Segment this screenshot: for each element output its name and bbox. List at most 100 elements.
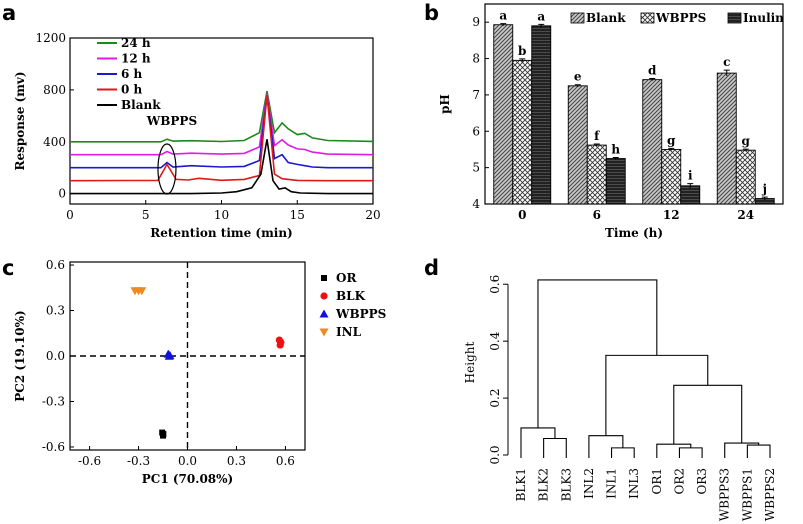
leaf-label: OR3 bbox=[695, 468, 709, 495]
series-line-12h bbox=[70, 93, 374, 156]
dendrogram-chart: 0.0 0.2 0.4 0.6 Height BLK1 BLK2 BLK3 INL2 INL1 IN… bbox=[463, 275, 777, 521]
dendrogram-link bbox=[588, 435, 624, 458]
legend-label: INL bbox=[336, 325, 362, 339]
x-tick-label: 20 bbox=[365, 208, 380, 222]
legend-label: 24 h bbox=[121, 36, 151, 50]
pca-scatter-chart: -0.6 -0.3 0.0 0.3 0.6 -0.6 -0.3 0.0 0.3 0.6 PC1 (7… bbox=[13, 258, 386, 486]
y-tick-label: 0.6 bbox=[488, 275, 502, 294]
legend-label: OR bbox=[336, 271, 357, 285]
leaf-label: INL2 bbox=[582, 468, 596, 499]
error-bar bbox=[687, 183, 694, 188]
bar-blank bbox=[716, 72, 737, 205]
y-axis-label: Response (mv) bbox=[13, 71, 27, 170]
legend-swatch bbox=[570, 12, 585, 24]
dendrogram-link bbox=[520, 427, 556, 458]
x-tick-label: 12 bbox=[663, 208, 680, 222]
ph-bar-chart: 4 5 6 7 8 9 pH Time (h) 0 a b a 6 e fh 12 d g i 24 c g j Blank W… bbox=[438, 3, 784, 240]
dendrogram-link bbox=[673, 384, 743, 445]
x-tick-label: 15 bbox=[290, 208, 305, 222]
point-or bbox=[160, 432, 167, 439]
dendrogram-link bbox=[746, 444, 771, 458]
dendrogram-link bbox=[610, 447, 635, 458]
y-tick-label: 0 bbox=[58, 187, 66, 201]
error-bar bbox=[649, 78, 656, 81]
legend-marker bbox=[320, 292, 328, 300]
error-bar bbox=[538, 23, 545, 28]
x-tick-label: -0.6 bbox=[78, 454, 101, 468]
x-tick-label: 10 bbox=[214, 208, 229, 222]
legend-label: Inulin bbox=[743, 11, 784, 25]
y-axis-label: pH bbox=[438, 94, 452, 114]
error-bar bbox=[574, 84, 581, 87]
error-bar bbox=[593, 143, 600, 147]
legend-marker bbox=[319, 328, 329, 337]
y-tick-label: 9 bbox=[472, 15, 480, 29]
dendrogram-link bbox=[656, 443, 692, 458]
x-tick-label: 24 bbox=[737, 208, 754, 222]
legend-swatch bbox=[727, 12, 742, 24]
bar-inulin bbox=[605, 158, 626, 205]
bar-wbpps bbox=[735, 149, 756, 205]
y-tick-label: 0.0 bbox=[488, 445, 502, 464]
panel-label-b: b bbox=[424, 1, 439, 25]
legend-marker bbox=[319, 309, 329, 318]
x-tick-label: 0.3 bbox=[227, 454, 246, 468]
panel-label-d: d bbox=[424, 256, 439, 280]
series-line-24h bbox=[70, 91, 374, 143]
plot-frame bbox=[484, 3, 784, 205]
x-tick-label: 0 bbox=[518, 208, 526, 222]
leaf-label: INL3 bbox=[627, 468, 641, 499]
legend-marker bbox=[321, 275, 327, 281]
legend-label: Blank bbox=[121, 98, 161, 112]
significance-letter: b bbox=[518, 44, 526, 58]
y-tick-label: 800 bbox=[43, 83, 66, 97]
y-tick-label: 8 bbox=[472, 52, 480, 66]
leaf-label: INL1 bbox=[605, 468, 619, 499]
dendrogram-link bbox=[605, 354, 709, 436]
x-tick-label: 0.0 bbox=[178, 454, 197, 468]
peak-annotation: WBPPS bbox=[146, 114, 197, 128]
y-tick-label: 6 bbox=[472, 124, 480, 138]
legend-label: WBPPS bbox=[335, 307, 386, 321]
significance-letter: h bbox=[611, 142, 620, 156]
series-line-0h bbox=[69, 95, 373, 182]
significance-letter: d bbox=[648, 64, 657, 78]
y-tick-label: 0.2 bbox=[488, 389, 502, 408]
error-bar bbox=[723, 69, 730, 76]
legend-swatch bbox=[640, 12, 655, 24]
error-bar bbox=[612, 156, 619, 160]
y-tick-label: 4 bbox=[472, 197, 480, 211]
significance-letter: g bbox=[742, 134, 751, 148]
x-tick-label: 6 bbox=[593, 208, 601, 222]
leaf-label: BLK2 bbox=[537, 468, 551, 501]
x-axis-label: Time (h) bbox=[605, 226, 663, 240]
y-tick-label: -0.6 bbox=[42, 440, 65, 454]
dendrogram-link bbox=[537, 279, 658, 428]
significance-letter: f bbox=[594, 129, 600, 143]
error-bar bbox=[519, 58, 526, 62]
y-tick-label: -0.3 bbox=[42, 394, 65, 408]
bar-blank bbox=[567, 85, 588, 205]
bar-wbpps bbox=[512, 59, 533, 205]
panel-label-c: c bbox=[2, 256, 14, 280]
x-tick-label: -0.3 bbox=[127, 454, 150, 468]
significance-letter: i bbox=[688, 169, 693, 183]
leaf-label: OR2 bbox=[672, 468, 686, 495]
y-tick-label: 0.3 bbox=[46, 304, 65, 318]
bar-inulin bbox=[531, 25, 552, 205]
significance-letter: a bbox=[537, 9, 545, 23]
bar-blank bbox=[493, 24, 514, 205]
y-tick-label: 7 bbox=[472, 88, 480, 102]
point-blk bbox=[276, 341, 284, 349]
bar-blank bbox=[642, 79, 663, 205]
error-bar bbox=[761, 196, 768, 200]
significance-letter: g bbox=[667, 133, 676, 147]
leaf-label: WBPPS3 bbox=[718, 468, 732, 521]
legend-label: Blank bbox=[586, 11, 626, 25]
plot-frame bbox=[69, 37, 374, 205]
y-tick-label: 1200 bbox=[35, 31, 66, 45]
y-tick-label: 400 bbox=[43, 135, 66, 149]
significance-letter: e bbox=[574, 70, 582, 84]
legend-label: BLK bbox=[336, 289, 366, 303]
